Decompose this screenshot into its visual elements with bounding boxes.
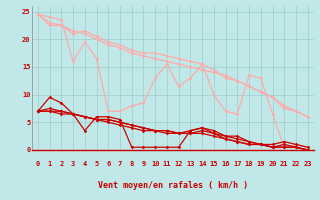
X-axis label: Vent moyen/en rafales ( km/h ): Vent moyen/en rafales ( km/h ) <box>98 181 248 190</box>
